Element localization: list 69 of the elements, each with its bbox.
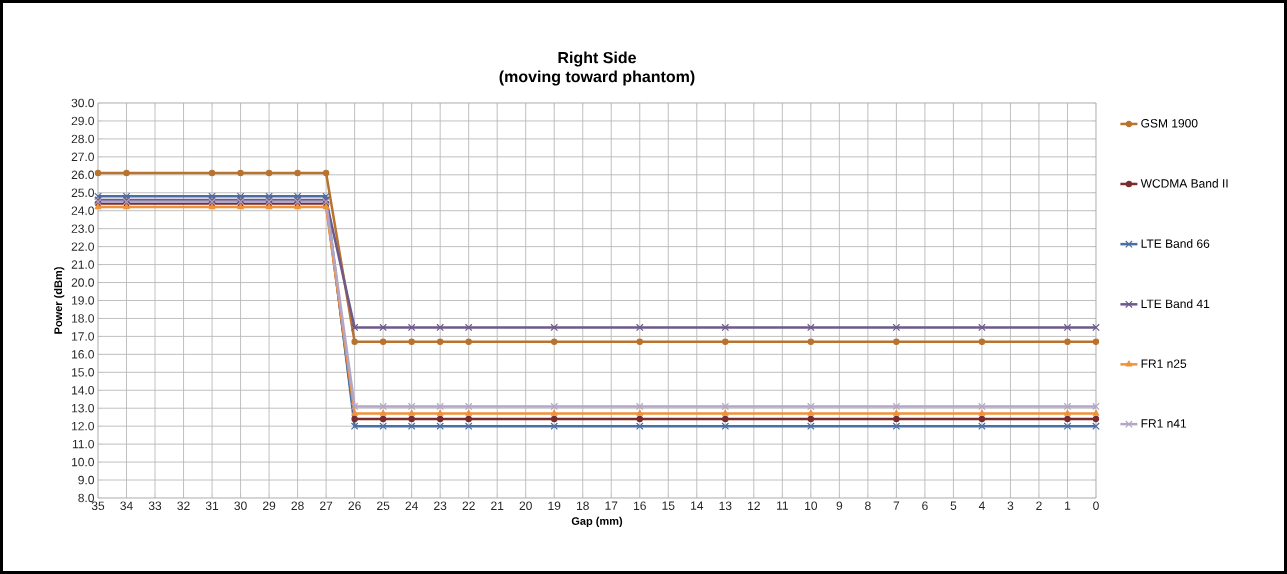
legend-label: FR1 n25	[1141, 359, 1187, 368]
x-tick-label: 13	[719, 501, 732, 511]
x-tick-label: 3	[1007, 501, 1014, 511]
x-tick-label: 31	[205, 501, 219, 511]
legend-label: WCDMA Band II	[1140, 178, 1228, 188]
legend-label: LTE Band 66	[1141, 239, 1210, 248]
x-tick-label: 19	[548, 501, 561, 511]
x-tick-label: 7	[893, 501, 900, 510]
y-tick-label: 21.0	[71, 260, 94, 269]
y-tick-label: 26.0	[71, 170, 94, 180]
x-tick-label: 34	[120, 501, 133, 511]
x-tick-label: 0	[1093, 501, 1099, 511]
x-tick-label: 33	[148, 501, 162, 511]
y-tick-label: 14.0	[72, 386, 94, 395]
y-tick-label: 12.0	[72, 421, 94, 431]
x-tick-label: 27	[320, 501, 333, 510]
x-tick-label: 15	[662, 501, 675, 510]
x-tick-label: 28	[291, 501, 304, 511]
x-tick-label: 24	[405, 501, 418, 510]
x-tick-label: 29	[263, 501, 276, 511]
y-tick-label: 16.0	[72, 350, 94, 359]
x-tick-label: 6	[922, 501, 928, 511]
x-tick-label: 23	[434, 501, 447, 511]
x-tick-label: 25	[377, 501, 390, 511]
x-tick-label: 26	[348, 501, 361, 511]
x-tick-label: 8	[865, 501, 871, 511]
x-tick-label: 30	[234, 501, 247, 511]
y-tick-label: 20.0	[71, 278, 94, 287]
legend-label: LTE Band 41	[1141, 299, 1210, 309]
legend-label: FR1 n41	[1141, 419, 1187, 428]
x-axis-title: Gap (mm)	[571, 516, 623, 528]
y-tick-label: 22.0	[71, 242, 94, 251]
x-tick-label: 5	[950, 501, 957, 510]
y-tick-label: 11.0	[72, 439, 95, 449]
x-tick-label: 17	[605, 501, 618, 510]
x-tick-label: 22	[462, 501, 475, 510]
x-tick-label: 4	[978, 501, 985, 510]
x-tick-label: 18	[576, 501, 589, 511]
y-tick-label: 18.0	[72, 314, 94, 323]
x-tick-label: 20	[519, 501, 532, 511]
y-tick-label: 8.0	[78, 493, 95, 503]
x-tick-label: 11	[777, 501, 788, 510]
chart-subtitle: (moving toward phantom)	[499, 70, 695, 86]
x-tick-label: 14	[691, 501, 704, 510]
y-tick-label: 23.0	[71, 224, 94, 233]
x-tick-label: 2	[1036, 501, 1042, 510]
x-tick-label: 35	[91, 501, 105, 511]
y-tick-label: 13.0	[72, 403, 94, 413]
y-tick-label: 17.0	[72, 332, 94, 341]
x-tick-label: 12	[748, 501, 760, 510]
chart-title: Right Side	[558, 51, 636, 67]
y-tick-label: 24.0	[71, 206, 94, 215]
y-tick-label: 30.0	[71, 98, 94, 108]
y-tick-label: 15.0	[72, 368, 94, 377]
y-tick-label: 28.0	[71, 134, 94, 144]
y-tick-label: 10.0	[72, 457, 94, 467]
x-tick-label: 32	[177, 501, 190, 511]
y-axis-title: Power (dBm)	[54, 267, 65, 334]
legend-label: GSM 1900	[1141, 119, 1198, 128]
y-tick-label: 19.0	[72, 296, 94, 305]
x-tick-label: 10	[805, 501, 818, 511]
y-tick-label: 29.0	[71, 116, 94, 126]
x-tick-label: 9	[836, 501, 843, 511]
x-tick-label: 16	[634, 501, 646, 511]
y-tick-label: 9.0	[78, 475, 95, 485]
y-tick-label: 27.0	[71, 152, 94, 162]
x-tick-label: 21	[491, 501, 504, 510]
y-tick-label: 25.0	[71, 188, 94, 198]
x-tick-label: 1	[1065, 501, 1071, 510]
